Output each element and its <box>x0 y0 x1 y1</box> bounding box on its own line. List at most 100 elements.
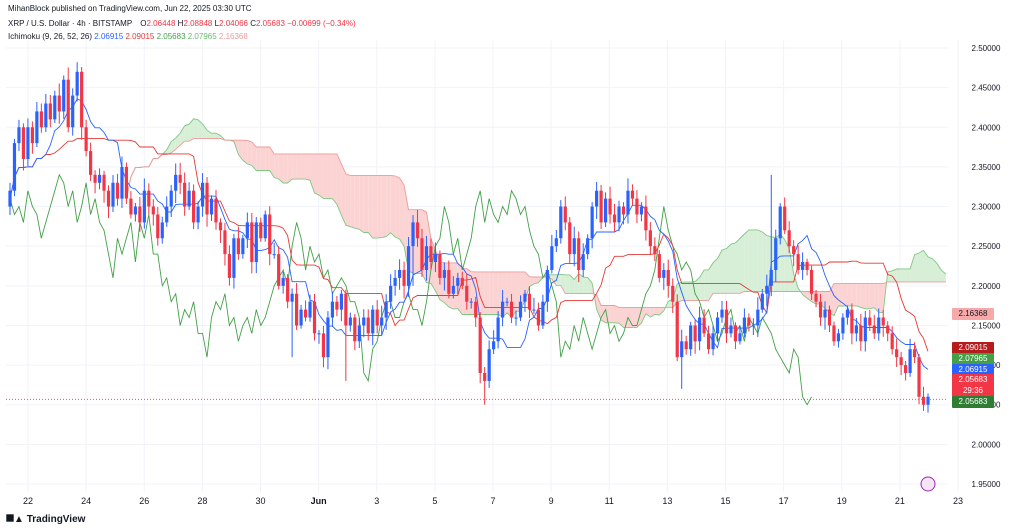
cloud-segment <box>717 250 723 294</box>
candle-body <box>339 293 343 310</box>
cloud-segment <box>368 175 373 239</box>
candle-body <box>859 325 863 342</box>
cloud-segment <box>722 248 727 294</box>
candle-body <box>205 182 209 215</box>
candle-body <box>380 317 384 326</box>
cloud-segment <box>318 153 324 199</box>
y-tick-label: 1.95000 <box>972 480 1001 489</box>
candle-body <box>483 373 487 381</box>
candle-body <box>8 190 12 207</box>
x-tick-label: 11 <box>605 496 614 506</box>
y-tick-label: 2.15000 <box>972 321 1001 330</box>
cloud-segment <box>493 271 499 315</box>
cloud-segment <box>372 175 378 239</box>
candle-body <box>626 190 630 215</box>
candle-body <box>263 214 267 239</box>
candle-body <box>523 293 527 302</box>
tradingview-logo-icon: ⯀▲ <box>6 514 27 525</box>
cloud-segment <box>735 238 740 294</box>
x-tick-label: 7 <box>490 496 495 506</box>
cloud-segment <box>784 239 790 292</box>
candle-body <box>192 190 196 223</box>
candle-body <box>348 317 352 326</box>
candle-body <box>500 301 505 318</box>
cloud-segment <box>739 233 745 294</box>
candle-body <box>75 71 79 96</box>
cloud-segment <box>686 282 691 301</box>
candle-body <box>805 262 809 270</box>
candle-body <box>715 317 720 334</box>
candle-body <box>590 206 594 239</box>
candle-body <box>478 317 482 374</box>
cloud-segment <box>789 248 794 292</box>
candle-body <box>97 174 102 183</box>
cloud-segment <box>251 141 257 171</box>
candle-body <box>138 206 142 223</box>
ichimoku-legend: Ichimoku (9, 26, 52, 26) 2.06915 2.09015… <box>8 32 248 41</box>
ohlc-c-label: C <box>250 19 256 28</box>
candle-body <box>586 238 590 255</box>
candle-body <box>330 301 335 318</box>
candle-body <box>227 254 232 278</box>
cloud-segment <box>260 146 266 171</box>
candle-body <box>769 269 773 286</box>
cloud-segment <box>851 283 857 306</box>
cloud-segment <box>892 269 897 282</box>
candle-body <box>142 190 146 223</box>
candle-body <box>698 317 702 342</box>
candle-body <box>115 182 120 199</box>
candle-body <box>617 206 621 223</box>
cloud-segment <box>453 262 458 310</box>
cloud-segment <box>489 271 494 315</box>
ichimoku-conversion-value: 2.06915 <box>94 32 124 41</box>
cloud-segment <box>596 294 602 320</box>
candle-body <box>563 206 567 223</box>
candle-body <box>577 238 581 270</box>
cloud-segment <box>332 153 337 205</box>
candle-body <box>680 341 684 358</box>
candle-body <box>223 230 227 255</box>
cloud-segment <box>865 283 870 309</box>
candle-body <box>877 317 881 334</box>
countdown-price-label: 29:36 <box>952 385 994 397</box>
candle-body <box>599 190 603 223</box>
ohlc-close: 2.05683 <box>255 19 285 28</box>
candle-body <box>30 127 34 144</box>
candle-body <box>57 95 61 112</box>
candle-body <box>595 190 599 207</box>
cloud-segment <box>198 119 203 139</box>
candle-body <box>496 317 500 342</box>
candle-body <box>536 309 541 326</box>
candle-body <box>756 309 760 326</box>
cloud-segment <box>565 274 570 294</box>
candle-body <box>406 246 411 286</box>
cloud-segment <box>699 269 705 301</box>
candle-body <box>863 317 867 342</box>
x-tick-label: 13 <box>662 496 672 506</box>
cloud-segment <box>287 153 293 183</box>
candle-body <box>241 238 245 255</box>
candle-body <box>312 301 317 334</box>
x-tick-label: 30 <box>255 496 265 506</box>
cloud-segment <box>874 283 879 313</box>
cloud-segment <box>265 146 270 171</box>
candle-body <box>335 301 339 310</box>
cloud-segment <box>856 283 861 308</box>
candle-body <box>541 301 545 326</box>
candle-body <box>111 182 115 207</box>
cloud-segment <box>533 277 539 284</box>
candle-body <box>196 206 200 223</box>
cloud-segment <box>395 175 400 240</box>
cloud-segment <box>910 254 915 282</box>
candle-body <box>286 277 290 302</box>
x-tick-label: 17 <box>779 496 789 506</box>
candle-body <box>644 206 648 231</box>
cloud-segment <box>923 250 928 282</box>
candle-body <box>702 317 706 334</box>
x-tick-label: 3 <box>374 496 379 506</box>
candle-body <box>518 301 523 318</box>
candle-body <box>460 277 464 286</box>
candle-body <box>80 71 84 128</box>
cloud-segment <box>695 277 700 301</box>
